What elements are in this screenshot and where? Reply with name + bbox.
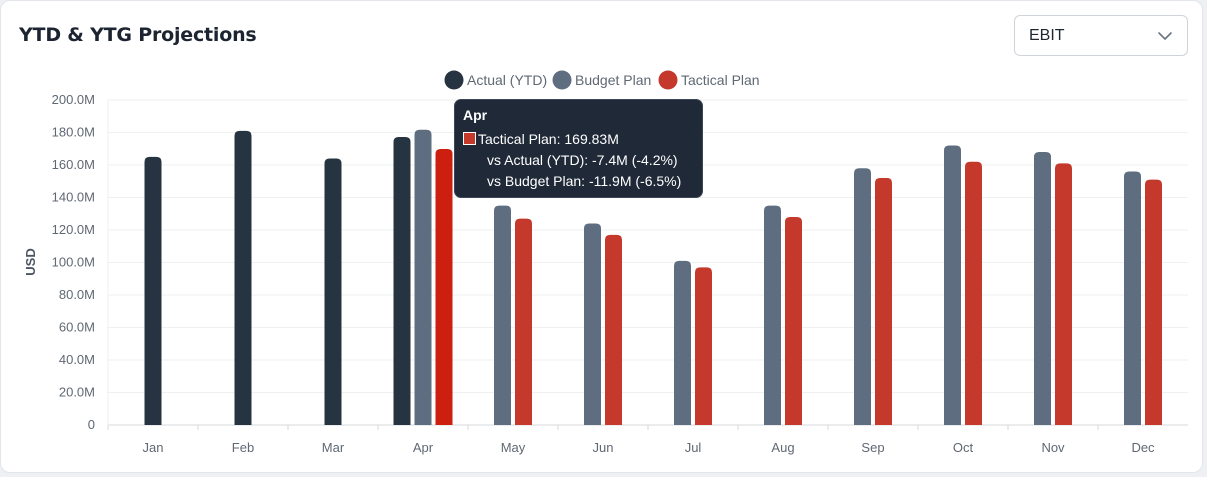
- bar-budget-plan-aug[interactable]: [764, 205, 781, 425]
- tooltip-line-2: vs Actual (YTD): -7.4M (-4.2%): [487, 152, 678, 168]
- tooltip-title: Apr: [463, 107, 488, 123]
- legend-item-budget-plan[interactable]: Budget Plan: [552, 70, 652, 90]
- y-tick-label: 40.0M: [59, 352, 95, 367]
- bar-tactical-plan-aug[interactable]: [785, 217, 802, 425]
- y-axis-ticks: 0 20.0M 40.0M 60.0M 80.0M 100.0M 120.0M 140.0M 1…: [52, 92, 95, 432]
- legend-item-tactical-plan[interactable]: Tactical Plan: [658, 70, 760, 90]
- tactical-swatch-icon: [463, 132, 476, 145]
- legend-swatch-icon: [658, 70, 678, 90]
- bar-budget-plan-apr[interactable]: [414, 129, 432, 426]
- y-tick-label: 160.0M: [52, 157, 95, 172]
- bar-tactical-plan-sep[interactable]: [875, 178, 892, 425]
- bar-actual-ytd-jan[interactable]: [144, 156, 162, 425]
- y-tick-label: 100.0M: [52, 255, 95, 270]
- x-tick-label: Feb: [232, 440, 254, 455]
- bar-budget-plan-jul[interactable]: [674, 260, 691, 425]
- bar-budget-plan-dec[interactable]: [1124, 171, 1141, 426]
- chart-tooltip: Apr Tactical Plan: 169.83M vs Actual (YT…: [454, 99, 703, 198]
- y-tick-label: 60.0M: [59, 320, 95, 335]
- x-axis-ticks: Jan Feb Mar Apr May Jun Jul Aug Sep Oct Nov Dec: [107, 425, 1155, 455]
- bar-budget-plan-may[interactable]: [494, 205, 511, 425]
- y-tick-label: 140.0M: [52, 190, 95, 205]
- legend-label: Budget Plan: [575, 72, 651, 88]
- page-title: YTD & YTG Projections: [19, 24, 257, 46]
- y-tick-label: 120.0M: [52, 222, 95, 237]
- bar-tactical-plan-jul[interactable]: [695, 267, 712, 425]
- x-tick-label: Apr: [413, 440, 434, 455]
- bar-tactical-plan-jun[interactable]: [605, 234, 622, 425]
- tooltip-row-tactical: Tactical Plan: 169.83M: [463, 129, 694, 150]
- bar-tactical-plan-apr[interactable]: [435, 149, 453, 425]
- bar-tactical-plan-nov[interactable]: [1055, 163, 1072, 425]
- bar-tactical-plan-dec[interactable]: [1145, 179, 1162, 425]
- y-tick-label: 0: [88, 417, 95, 432]
- bar-tactical-plan-oct[interactable]: [965, 161, 982, 425]
- bar-actual-ytd-mar[interactable]: [324, 158, 342, 426]
- legend-swatch-icon: [444, 70, 464, 90]
- legend-swatch-icon: [552, 70, 572, 90]
- y-tick-label: 180.0M: [52, 125, 95, 140]
- bar-tactical-plan-may[interactable]: [515, 218, 532, 425]
- bar-actual-ytd-feb[interactable]: [234, 130, 252, 425]
- legend-label: Tactical Plan: [681, 72, 760, 88]
- x-tick-label: Dec: [1131, 440, 1155, 455]
- bars[interactable]: [144, 129, 1163, 426]
- x-tick-label: Sep: [861, 440, 884, 455]
- chevron-down-icon: [1157, 29, 1173, 47]
- y-axis-label: USD: [23, 248, 38, 275]
- legend-item-actual-ytd[interactable]: Actual (YTD): [444, 70, 548, 90]
- x-tick-label: Jul: [685, 440, 702, 455]
- bar-budget-plan-jun[interactable]: [584, 223, 601, 426]
- y-tick-label: 80.0M: [59, 287, 95, 302]
- legend[interactable]: Actual (YTD) Budget Plan Tactical Plan: [444, 70, 760, 90]
- y-tick-label: 200.0M: [52, 92, 95, 107]
- x-tick-label: Mar: [322, 440, 345, 455]
- bar-actual-ytd-apr[interactable]: [393, 137, 411, 426]
- x-tick-label: Jun: [593, 440, 614, 455]
- bar-budget-plan-nov[interactable]: [1034, 152, 1051, 425]
- x-tick-label: Oct: [953, 440, 974, 455]
- x-tick-label: Aug: [771, 440, 794, 455]
- metric-select[interactable]: EBIT: [1014, 15, 1188, 56]
- bar-budget-plan-sep[interactable]: [854, 168, 871, 425]
- tooltip-line-1: Tactical Plan: 169.83M: [478, 131, 619, 147]
- bar-budget-plan-oct[interactable]: [944, 145, 961, 426]
- legend-label: Actual (YTD): [467, 72, 547, 88]
- x-tick-label: Nov: [1041, 440, 1065, 455]
- metric-select-value: EBIT: [1029, 27, 1065, 44]
- x-tick-label: Jan: [143, 440, 164, 455]
- y-tick-label: 20.0M: [59, 385, 95, 400]
- tooltip-line-3: vs Budget Plan: -11.9M (-6.5%): [487, 173, 682, 189]
- x-tick-label: May: [501, 440, 526, 455]
